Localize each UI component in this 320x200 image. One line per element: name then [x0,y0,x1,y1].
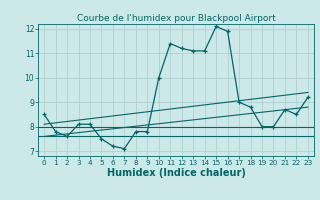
Title: Courbe de l'humidex pour Blackpool Airport: Courbe de l'humidex pour Blackpool Airpo… [76,14,276,23]
X-axis label: Humidex (Indice chaleur): Humidex (Indice chaleur) [107,168,245,178]
